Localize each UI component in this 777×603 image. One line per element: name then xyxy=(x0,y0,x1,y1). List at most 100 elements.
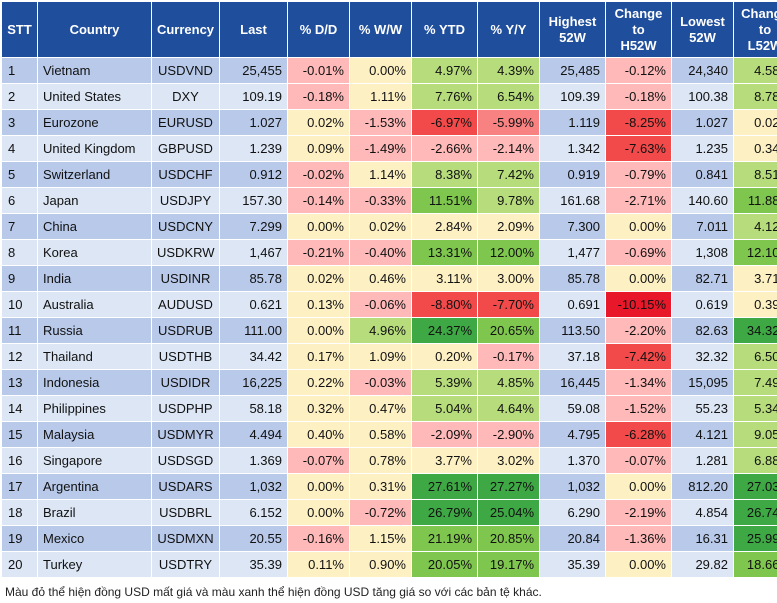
currency-cell: USDINR xyxy=(152,266,220,292)
last-cell: 1.027 xyxy=(220,110,288,136)
change-h52w-cell: -0.18% xyxy=(606,84,672,110)
lowest-52w-cell: 7.011 xyxy=(672,214,734,240)
dd-cell: 0.00% xyxy=(288,318,350,344)
change-h52w-cell: -6.28% xyxy=(606,422,672,448)
dd-cell: -0.21% xyxy=(288,240,350,266)
change-l52w-cell: 27.03% xyxy=(734,474,777,500)
change-l52w-cell: 18.66% xyxy=(734,552,777,578)
lowest-52w-cell: 82.63 xyxy=(672,318,734,344)
header-stt: STT xyxy=(2,2,38,58)
currency-cell: USDTHB xyxy=(152,344,220,370)
last-cell: 4.494 xyxy=(220,422,288,448)
stt-cell: 17 xyxy=(2,474,38,500)
ytd-cell: 24.37% xyxy=(412,318,478,344)
footnote: Màu đỏ thể hiện đồng USD mất giá và màu … xyxy=(0,578,777,599)
country-cell: Philippines xyxy=(38,396,152,422)
dd-cell: 0.40% xyxy=(288,422,350,448)
change-h52w-cell: -10.15% xyxy=(606,292,672,318)
country-cell: Switzerland xyxy=(38,162,152,188)
ww-cell: -0.03% xyxy=(350,370,412,396)
lowest-52w-cell: 16.31 xyxy=(672,526,734,552)
ytd-cell: 2.84% xyxy=(412,214,478,240)
ytd-cell: -6.97% xyxy=(412,110,478,136)
change-h52w-cell: -0.69% xyxy=(606,240,672,266)
ytd-cell: 3.11% xyxy=(412,266,478,292)
header-yy: % Y/Y xyxy=(478,2,540,58)
last-cell: 6.152 xyxy=(220,500,288,526)
highest-52w-cell: 1.342 xyxy=(540,136,606,162)
ww-cell: 4.96% xyxy=(350,318,412,344)
change-h52w-cell: -1.36% xyxy=(606,526,672,552)
highest-52w-cell: 1.119 xyxy=(540,110,606,136)
last-cell: 16,225 xyxy=(220,370,288,396)
country-cell: Eurozone xyxy=(38,110,152,136)
ww-cell: 0.90% xyxy=(350,552,412,578)
highest-52w-cell: 37.18 xyxy=(540,344,606,370)
ww-cell: 0.46% xyxy=(350,266,412,292)
ytd-cell: 4.97% xyxy=(412,58,478,84)
change-h52w-cell: -2.19% xyxy=(606,500,672,526)
ytd-cell: -2.66% xyxy=(412,136,478,162)
ytd-cell: 26.79% xyxy=(412,500,478,526)
highest-52w-cell: 109.39 xyxy=(540,84,606,110)
last-cell: 111.00 xyxy=(220,318,288,344)
ww-cell: -0.06% xyxy=(350,292,412,318)
highest-52w-cell: 85.78 xyxy=(540,266,606,292)
lowest-52w-cell: 812.20 xyxy=(672,474,734,500)
last-cell: 58.18 xyxy=(220,396,288,422)
ww-cell: 1.11% xyxy=(350,84,412,110)
country-cell: Singapore xyxy=(38,448,152,474)
yy-cell: 6.54% xyxy=(478,84,540,110)
last-cell: 1,032 xyxy=(220,474,288,500)
dd-cell: -0.16% xyxy=(288,526,350,552)
last-cell: 1.369 xyxy=(220,448,288,474)
yy-cell: -0.17% xyxy=(478,344,540,370)
change-l52w-cell: 6.50% xyxy=(734,344,777,370)
highest-52w-cell: 1.370 xyxy=(540,448,606,474)
change-l52w-cell: 34.32% xyxy=(734,318,777,344)
change-l52w-cell: 11.88% xyxy=(734,188,777,214)
ytd-cell: 7.76% xyxy=(412,84,478,110)
ww-cell: -0.40% xyxy=(350,240,412,266)
country-cell: China xyxy=(38,214,152,240)
stt-cell: 19 xyxy=(2,526,38,552)
header-last: Last xyxy=(220,2,288,58)
stt-cell: 10 xyxy=(2,292,38,318)
change-l52w-cell: 0.02% xyxy=(734,110,777,136)
header-ytd: % YTD xyxy=(412,2,478,58)
change-l52w-cell: 0.39% xyxy=(734,292,777,318)
yy-cell: 2.09% xyxy=(478,214,540,240)
stt-cell: 16 xyxy=(2,448,38,474)
lowest-52w-cell: 15,095 xyxy=(672,370,734,396)
highest-52w-cell: 1,477 xyxy=(540,240,606,266)
country-cell: Vietnam xyxy=(38,58,152,84)
stt-cell: 13 xyxy=(2,370,38,396)
stt-cell: 4 xyxy=(2,136,38,162)
dd-cell: -0.01% xyxy=(288,58,350,84)
ytd-cell: 13.31% xyxy=(412,240,478,266)
change-h52w-cell: 0.00% xyxy=(606,214,672,240)
country-cell: Australia xyxy=(38,292,152,318)
currency-cell: USDSGD xyxy=(152,448,220,474)
dd-cell: 0.00% xyxy=(288,474,350,500)
yy-cell: 4.85% xyxy=(478,370,540,396)
lowest-52w-cell: 24,340 xyxy=(672,58,734,84)
ww-cell: 0.78% xyxy=(350,448,412,474)
currency-cell: USDBRL xyxy=(152,500,220,526)
change-h52w-cell: 0.00% xyxy=(606,552,672,578)
yy-cell: 9.78% xyxy=(478,188,540,214)
change-l52w-cell: 12.10% xyxy=(734,240,777,266)
highest-52w-cell: 0.919 xyxy=(540,162,606,188)
last-cell: 1.239 xyxy=(220,136,288,162)
dd-cell: 0.00% xyxy=(288,500,350,526)
highest-52w-cell: 25,485 xyxy=(540,58,606,84)
stt-cell: 12 xyxy=(2,344,38,370)
dd-cell: -0.07% xyxy=(288,448,350,474)
lowest-52w-cell: 1.235 xyxy=(672,136,734,162)
country-cell: Russia xyxy=(38,318,152,344)
